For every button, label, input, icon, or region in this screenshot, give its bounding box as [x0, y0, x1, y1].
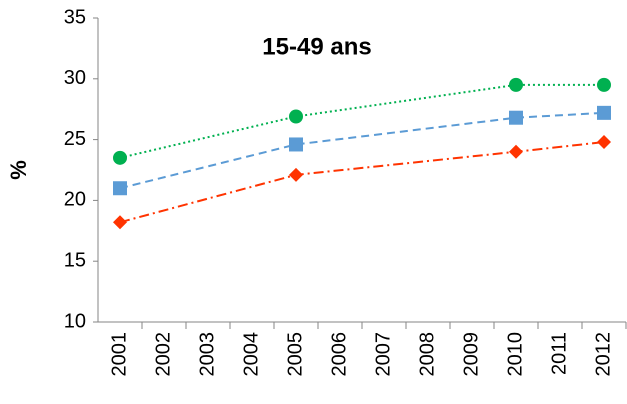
x-tick-label: 2004	[240, 332, 262, 377]
marker	[113, 181, 127, 196]
y-tick-label: 15	[64, 249, 86, 271]
x-tick-label: 2006	[328, 332, 350, 377]
series-line	[119, 141, 605, 224]
x-tick-label: 2008	[416, 332, 438, 377]
x-tick-label: 2009	[460, 332, 482, 377]
marker	[509, 144, 523, 159]
y-tick-label: 10	[64, 310, 86, 332]
marker	[289, 137, 303, 152]
marker	[509, 110, 523, 125]
marker	[597, 77, 611, 92]
y-axis-label: %	[6, 160, 31, 180]
marker	[597, 135, 611, 150]
marker	[597, 105, 611, 120]
x-tick-label: 2010	[504, 332, 526, 377]
y-tick-label: 25	[64, 128, 86, 150]
marker	[509, 77, 523, 92]
series-line	[119, 83, 604, 159]
marker	[289, 167, 303, 182]
x-tick-label: 2003	[196, 332, 218, 377]
x-tick-label: 2001	[108, 332, 130, 377]
y-tick-label: 30	[64, 67, 86, 89]
y-tick-label: 20	[64, 189, 86, 211]
x-tick-label: 2011	[548, 332, 570, 375]
x-tick-label: 2007	[372, 332, 394, 377]
x-tick-label: 2005	[284, 332, 306, 377]
marker	[113, 215, 127, 230]
marker	[289, 109, 303, 124]
marker	[113, 150, 127, 165]
x-tick-label: 2002	[152, 332, 174, 377]
series-line	[119, 111, 605, 190]
chart-title: 15-49 ans	[262, 33, 371, 60]
y-tick-label: 35	[64, 6, 86, 28]
x-tick-label: 2012	[592, 332, 614, 377]
